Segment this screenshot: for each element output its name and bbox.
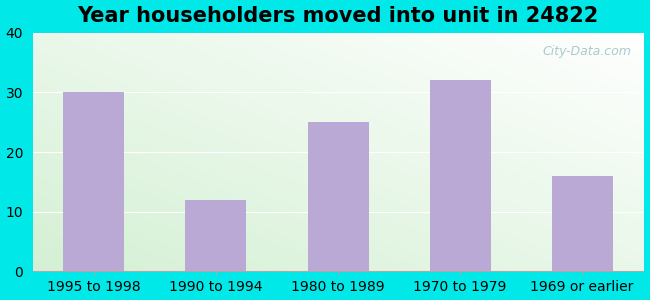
Bar	[430, 80, 491, 272]
Bar	[64, 92, 124, 272]
Title: Year householders moved into unit in 24822: Year householders moved into unit in 248…	[77, 6, 599, 26]
Bar	[552, 176, 612, 272]
Text: City-Data.com: City-Data.com	[542, 45, 631, 58]
Bar	[185, 200, 246, 272]
Bar	[307, 122, 369, 272]
